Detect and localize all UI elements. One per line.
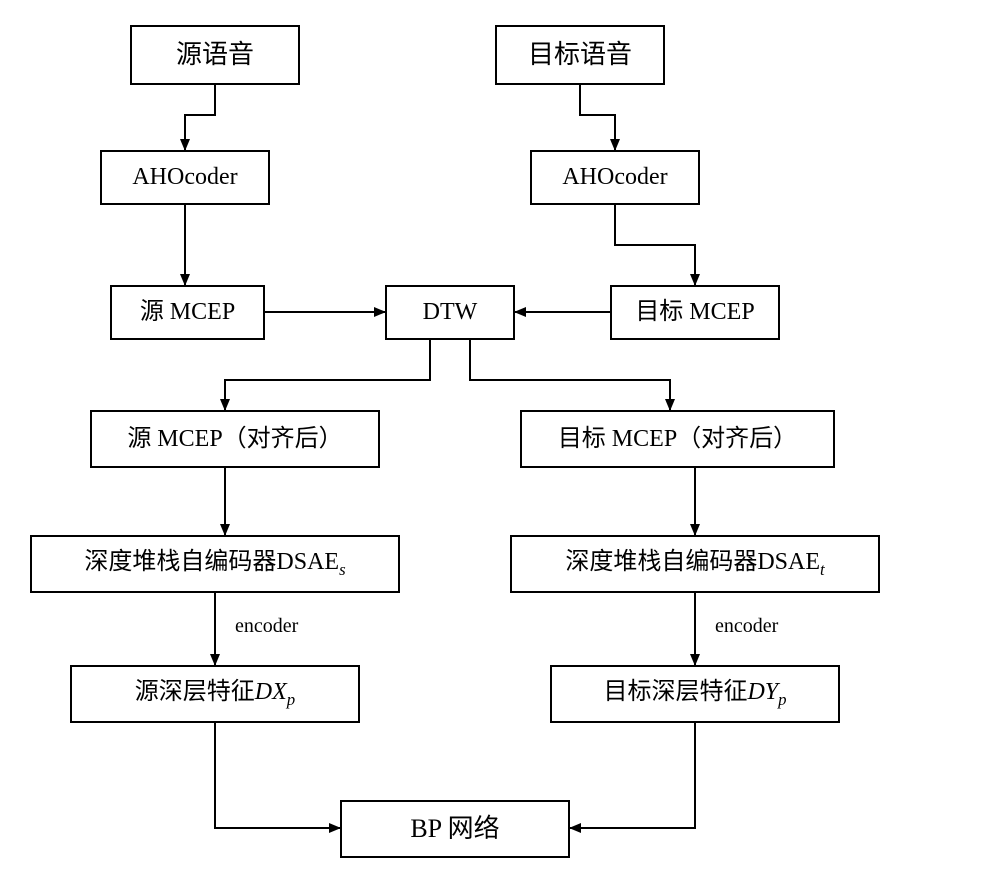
edge-label-encoder-left: encoder xyxy=(235,615,298,638)
node-source-mcep-aligned: 源 MCEP（对齐后） xyxy=(90,410,380,468)
label: 深度堆栈自编码器DSAEt xyxy=(565,548,824,580)
label: 目标深层特征DYp xyxy=(603,678,786,710)
label: 源深层特征DXp xyxy=(135,678,295,710)
node-target-mcep: 目标 MCEP xyxy=(610,285,780,340)
node-target-speech: 目标语音 xyxy=(495,25,665,85)
node-source-mcep: 源 MCEP xyxy=(110,285,265,340)
label: 目标 MCEP xyxy=(635,298,754,327)
label: 目标语音 xyxy=(528,39,632,70)
edge-label-encoder-right: encoder xyxy=(715,615,778,638)
label: 源 MCEP（对齐后） xyxy=(127,425,342,454)
node-dtw: DTW xyxy=(385,285,515,340)
node-source-dsae: 深度堆栈自编码器DSAEs xyxy=(30,535,400,593)
label: AHOcoder xyxy=(562,163,667,192)
node-target-dsae: 深度堆栈自编码器DSAEt xyxy=(510,535,880,593)
label: BP 网络 xyxy=(410,813,499,844)
label: 深度堆栈自编码器DSAEs xyxy=(84,548,345,580)
node-bp-network: BP 网络 xyxy=(340,800,570,858)
label: 源 MCEP xyxy=(140,298,235,327)
label: 源语音 xyxy=(176,39,254,70)
node-source-deep-feature: 源深层特征DXp xyxy=(70,665,360,723)
label: DTW xyxy=(423,298,478,327)
label: 目标 MCEP（对齐后） xyxy=(558,425,797,454)
node-source-ahocoder: AHOcoder xyxy=(100,150,270,205)
node-source-speech: 源语音 xyxy=(130,25,300,85)
node-target-ahocoder: AHOcoder xyxy=(530,150,700,205)
label: AHOcoder xyxy=(132,163,237,192)
node-target-mcep-aligned: 目标 MCEP（对齐后） xyxy=(520,410,835,468)
node-target-deep-feature: 目标深层特征DYp xyxy=(550,665,840,723)
